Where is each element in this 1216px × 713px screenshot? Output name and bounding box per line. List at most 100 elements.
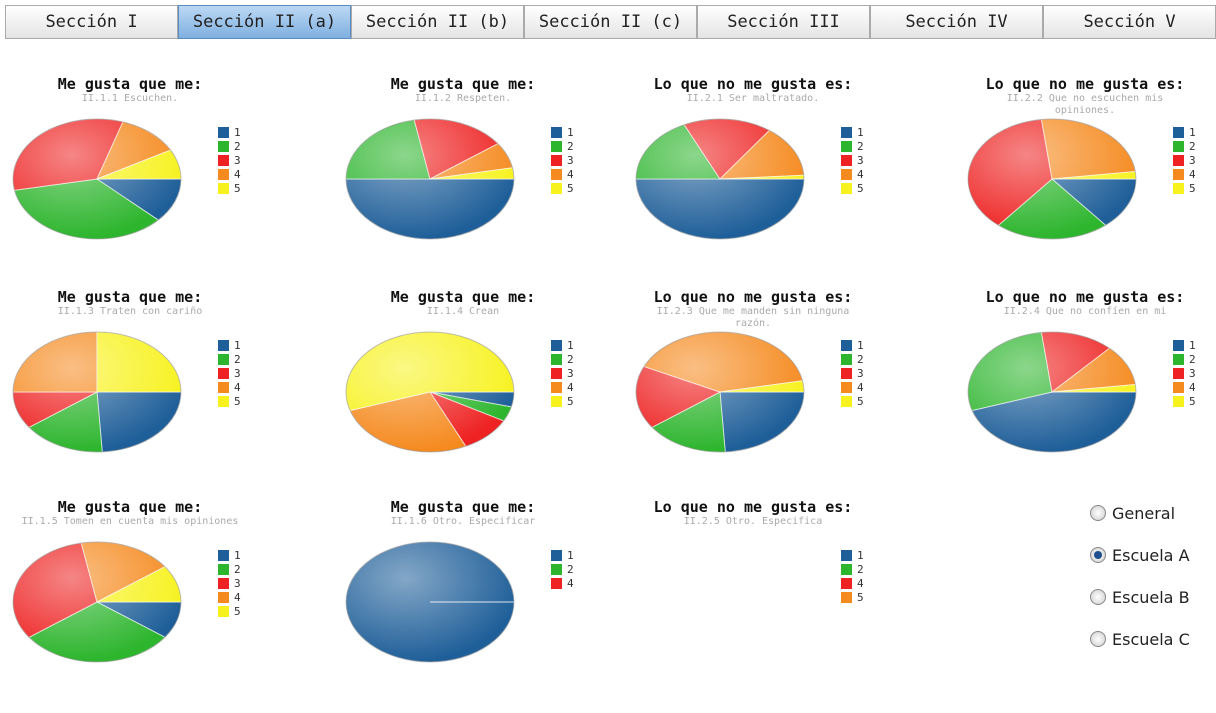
legend-label: 5	[234, 182, 241, 195]
radio-button[interactable]	[1090, 631, 1106, 647]
chart-title: Lo que no me gusta es:	[985, 288, 1185, 306]
chart-panel: Me gusta que me: II.1.3 Traten con cariño…	[0, 288, 270, 503]
legend-label: 1	[1189, 126, 1196, 139]
legend-swatch	[1173, 155, 1184, 166]
legend-label: 2	[234, 140, 241, 153]
radio-button[interactable]	[1090, 505, 1106, 521]
legend-swatch	[841, 183, 852, 194]
radio-label: Escuela A	[1112, 545, 1190, 565]
radio-label: Escuela B	[1112, 587, 1190, 607]
legend-label: 4	[234, 591, 241, 604]
legend-label: 5	[567, 395, 574, 408]
legend-label: 4	[234, 381, 241, 394]
legend-swatch	[841, 155, 852, 166]
radio-button[interactable]	[1090, 589, 1106, 605]
chart-subtitle: II.1.5 Tomen en cuenta mis opiniones	[21, 516, 239, 527]
legend-swatch	[551, 564, 562, 575]
legend-swatch	[841, 396, 852, 407]
pie-gloss	[967, 331, 1137, 453]
school-options: General Escuela A Escuela B Escuela C	[1090, 492, 1190, 660]
legend-swatch	[1173, 382, 1184, 393]
legend-swatch	[218, 183, 229, 194]
legend-label: 2	[857, 140, 864, 153]
legend-swatch	[218, 396, 229, 407]
tab[interactable]: Sección I	[5, 5, 178, 39]
legend-swatch	[841, 127, 852, 138]
legend-label: 4	[234, 168, 241, 181]
radio-button[interactable]	[1090, 547, 1106, 563]
chart-title: Me gusta que me:	[390, 498, 536, 516]
chart-panel: Me gusta que me: II.1.6 Otro. Especificar…	[333, 498, 603, 713]
legend-swatch	[551, 127, 562, 138]
legend-swatch	[551, 368, 562, 379]
tab[interactable]: Sección V	[1043, 5, 1216, 39]
legend-swatch	[1173, 368, 1184, 379]
chart-panel: Me gusta que me: II.1.5 Tomen en cuenta m…	[0, 498, 270, 713]
legend-swatch	[551, 382, 562, 393]
chart-subtitle: II.2.4 Que no confíen en mi	[1003, 306, 1167, 317]
legend-label: 3	[1189, 367, 1196, 380]
chart-title: Me gusta que me:	[390, 75, 536, 93]
legend-label: 2	[567, 140, 574, 153]
chart-title: Lo que no me gusta es:	[653, 288, 853, 306]
legend-label: 3	[567, 154, 574, 167]
chart-panel: Lo que no me gusta es: II.2.5 Otro. Espec…	[623, 498, 893, 713]
legend-swatch	[218, 382, 229, 393]
chart-subtitle: II.1.1 Escuchen.	[81, 93, 179, 104]
legend-label: 3	[234, 367, 241, 380]
legend-label: 4	[857, 381, 864, 394]
legend-label: 3	[857, 154, 864, 167]
legend-swatch	[841, 592, 852, 603]
legend-label: 3	[857, 367, 864, 380]
chart-panel: Me gusta que me: II.1.2 Respeten. 1 2 3 4 5	[333, 75, 603, 290]
radio-option[interactable]: Escuela C	[1090, 618, 1190, 660]
tab[interactable]: Sección II (c)	[524, 5, 697, 39]
legend-swatch	[218, 340, 229, 351]
legend-swatch	[218, 155, 229, 166]
radio-option[interactable]: Escuela A	[1090, 534, 1190, 576]
chart-title: Me gusta que me:	[57, 288, 203, 306]
chart-title: Me gusta que me:	[390, 288, 536, 306]
legend-swatch	[841, 578, 852, 589]
pie-gloss	[345, 541, 515, 663]
chart-title: Me gusta que me:	[57, 75, 203, 93]
legend-label: 1	[234, 549, 241, 562]
page: Sección I Sección II (a) Sección II (b) Sec…	[0, 0, 1216, 648]
tab[interactable]: Sección IV	[870, 5, 1043, 39]
legend-swatch	[551, 340, 562, 351]
legend-label: 2	[857, 563, 864, 576]
tab[interactable]: Sección II (a)	[178, 5, 351, 39]
chart-subtitle: II.1.4 Crean	[426, 306, 500, 317]
chart-title: Lo que no me gusta es:	[985, 75, 1185, 93]
legend-label: 4	[1189, 168, 1196, 181]
legend-label: 4	[857, 168, 864, 181]
legend-label: 3	[1189, 154, 1196, 167]
legend-label: 5	[857, 591, 864, 604]
legend-swatch	[1173, 183, 1184, 194]
legend-label: 1	[567, 126, 574, 139]
legend-swatch	[1173, 169, 1184, 180]
tab[interactable]: Sección III	[697, 5, 870, 39]
legend-swatch	[1173, 396, 1184, 407]
legend-swatch	[551, 550, 562, 561]
tab[interactable]: Sección II (b)	[351, 5, 524, 39]
chart-panel: Me gusta que me: II.1.4 Crean 1 2 3 4 5	[333, 288, 603, 503]
legend-swatch	[218, 127, 229, 138]
legend-swatch	[841, 368, 852, 379]
legend-swatch	[551, 396, 562, 407]
legend-swatch	[218, 169, 229, 180]
legend-swatch	[841, 564, 852, 575]
legend-label: 5	[1189, 182, 1196, 195]
legend-swatch	[218, 141, 229, 152]
legend-swatch	[551, 578, 562, 589]
legend-swatch	[218, 550, 229, 561]
radio-option[interactable]: General	[1090, 492, 1190, 534]
legend-swatch	[551, 354, 562, 365]
radio-option[interactable]: Escuela B	[1090, 576, 1190, 618]
